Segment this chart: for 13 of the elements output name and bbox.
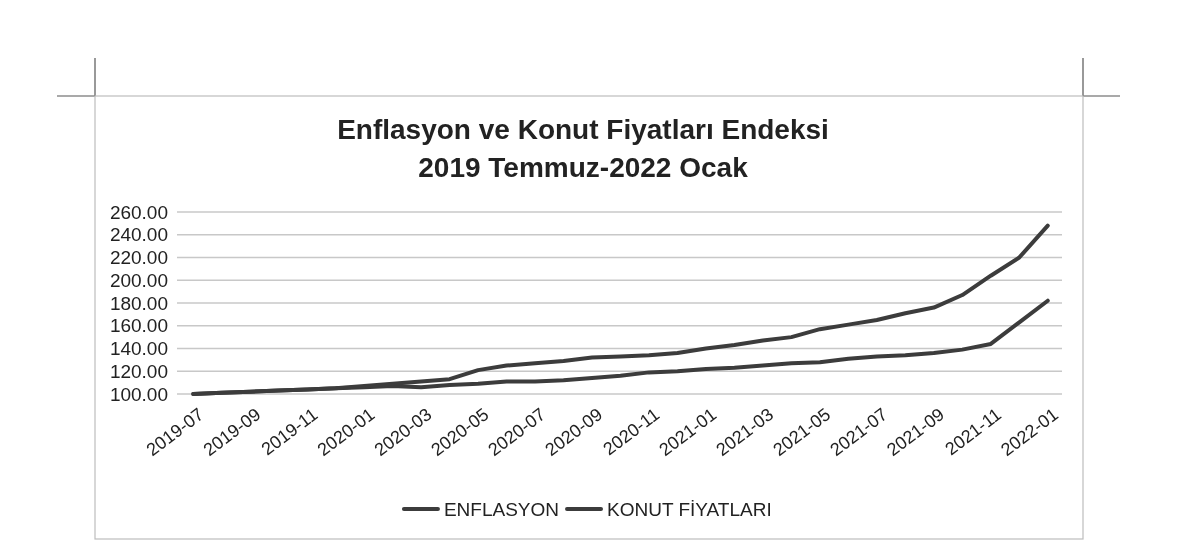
y-tick-label: 140.00	[109, 338, 168, 360]
y-tick-label: 120.00	[109, 360, 168, 382]
legend-label: ENFLASYON	[443, 498, 560, 520]
y-tick-label: 180.00	[109, 292, 168, 314]
y-tick-label: 100.00	[109, 383, 168, 405]
chart-subtitle: 2019 Temmuz-2022 Ocak	[418, 152, 749, 183]
legend-label: KONUT FİYATLARI	[607, 498, 772, 520]
y-tick-label: 260.00	[109, 201, 168, 223]
y-tick-label: 160.00	[109, 315, 168, 337]
y-tick-label: 240.00	[109, 224, 168, 246]
y-tick-label: 200.00	[109, 269, 168, 291]
chart-title: Enflasyon ve Konut Fiyatları Endeksi	[337, 114, 829, 145]
y-tick-label: 220.00	[109, 247, 168, 269]
